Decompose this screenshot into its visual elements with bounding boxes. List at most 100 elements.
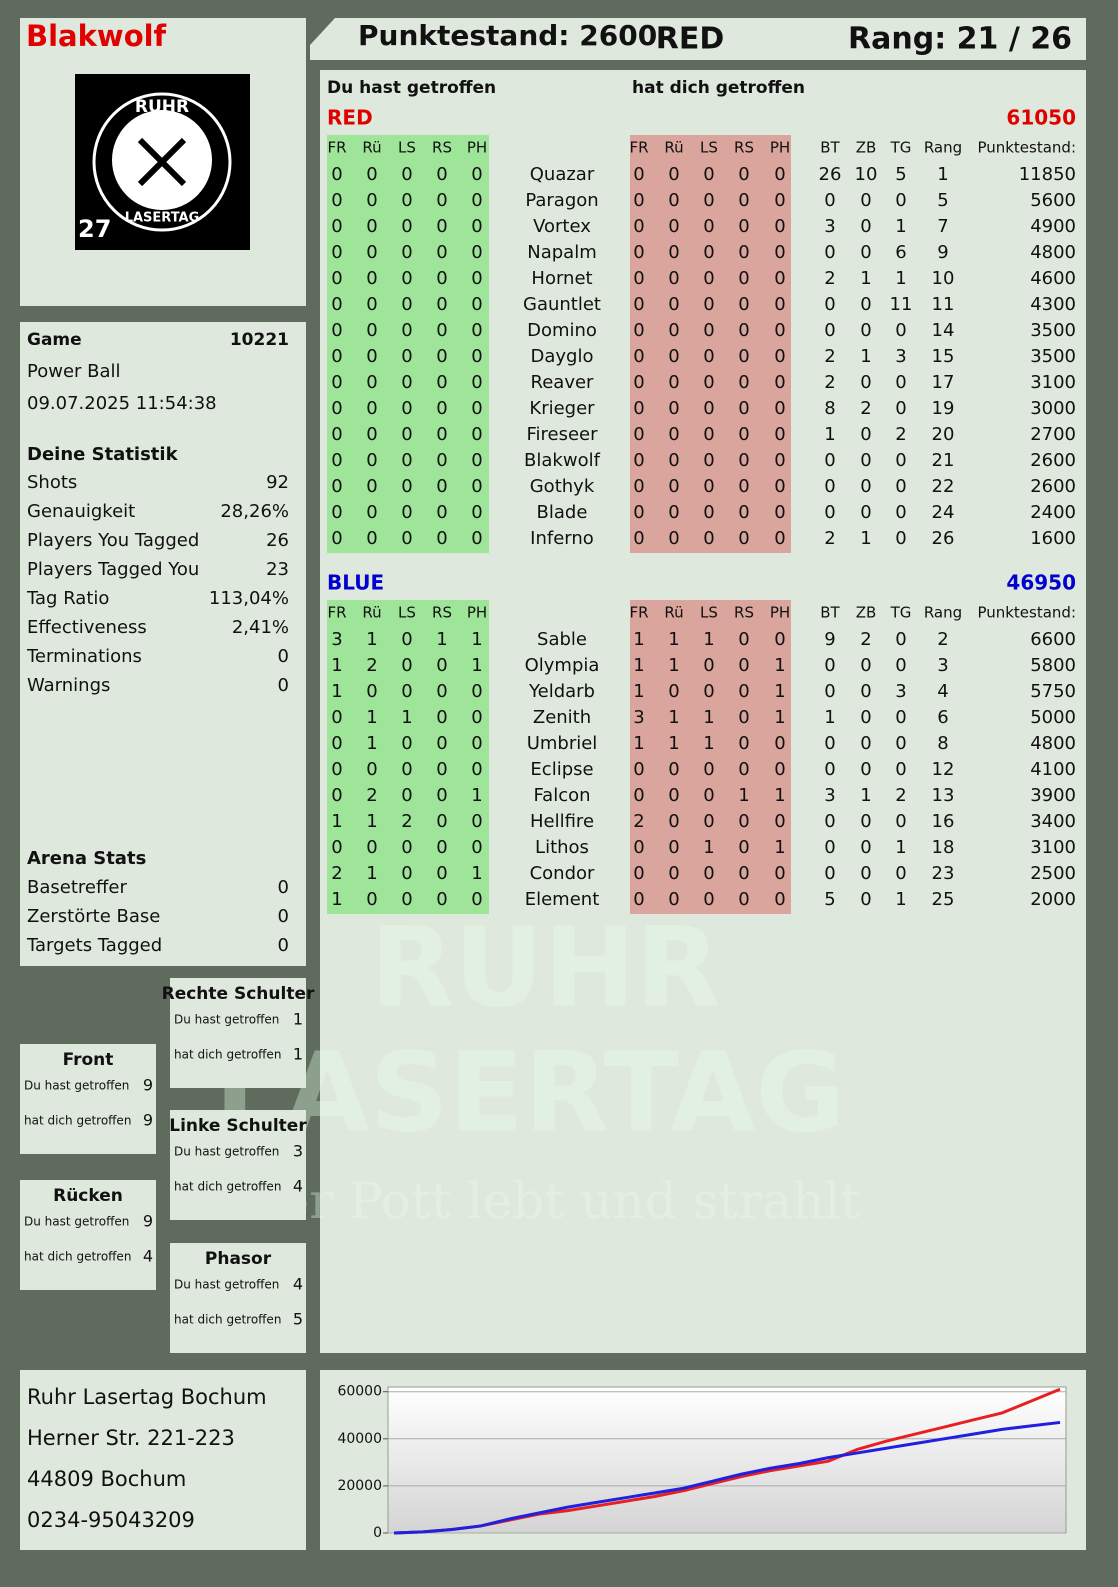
got-cell: 1 bbox=[633, 733, 644, 754]
got-cell: 0 bbox=[738, 889, 749, 910]
info-cell: 0 bbox=[895, 811, 906, 832]
hit-cell: 0 bbox=[401, 629, 412, 650]
hit-cell: 0 bbox=[331, 837, 342, 858]
hit-cell: 0 bbox=[436, 889, 447, 910]
hit-cell: 1 bbox=[366, 863, 377, 884]
info-cell: 0 bbox=[895, 629, 906, 650]
hit-cell: 0 bbox=[366, 424, 377, 445]
info-cell: 17 bbox=[932, 372, 955, 393]
got-cell: 0 bbox=[668, 268, 679, 289]
hit-cell: 0 bbox=[436, 863, 447, 884]
hit-cell: 0 bbox=[401, 216, 412, 237]
hit-cell: 0 bbox=[331, 759, 342, 780]
hit-cell: 0 bbox=[436, 476, 447, 497]
column-header: BT bbox=[820, 604, 840, 622]
stat-label: Tag Ratio bbox=[26, 588, 109, 609]
team-name: RED bbox=[327, 106, 373, 130]
stat-label: Terminations bbox=[26, 646, 142, 667]
info-cell: 0 bbox=[824, 502, 835, 523]
got-cell: 0 bbox=[703, 785, 714, 806]
hit-cell: 1 bbox=[331, 811, 342, 832]
y-tick-label: 60000 bbox=[337, 1384, 382, 1400]
stat-value: 23 bbox=[266, 559, 289, 580]
hit-cell: 0 bbox=[401, 733, 412, 754]
got-cell: 0 bbox=[703, 320, 714, 341]
info-cell: 0 bbox=[860, 863, 871, 884]
info-cell: 0 bbox=[895, 759, 906, 780]
address-line: 44809 Bochum bbox=[27, 1467, 186, 1491]
zone-box bbox=[20, 1180, 156, 1290]
player-cell: Hornet bbox=[531, 268, 592, 289]
hit-cell: 1 bbox=[366, 629, 377, 650]
got-cell: 0 bbox=[774, 398, 785, 419]
got-cell: 0 bbox=[703, 681, 714, 702]
player-cell: Falcon bbox=[533, 785, 590, 806]
game-id: 10221 bbox=[230, 330, 289, 350]
info-cell: 3500 bbox=[1030, 320, 1076, 341]
info-cell: 4900 bbox=[1030, 216, 1076, 237]
column-header: TG bbox=[890, 139, 912, 157]
hit-cell: 0 bbox=[331, 450, 342, 471]
hit-cell: 0 bbox=[401, 372, 412, 393]
got-cell: 1 bbox=[633, 681, 644, 702]
info-cell: 0 bbox=[824, 320, 835, 341]
zone-title: Rechte Schulter bbox=[162, 984, 315, 1004]
got-cell: 0 bbox=[633, 294, 644, 315]
hit-cell: 1 bbox=[436, 629, 447, 650]
got-cell: 0 bbox=[668, 190, 679, 211]
hit-cell: 0 bbox=[436, 681, 447, 702]
player-cell: Dayglo bbox=[531, 346, 594, 367]
zone-box bbox=[170, 1110, 306, 1220]
info-cell: 2 bbox=[824, 528, 835, 549]
got-cell: 0 bbox=[633, 450, 644, 471]
got-cell: 1 bbox=[774, 707, 785, 728]
info-cell: 2500 bbox=[1030, 863, 1076, 884]
column-header: RS bbox=[734, 604, 754, 622]
hit-cell: 3 bbox=[331, 629, 342, 650]
hit-cell: 0 bbox=[366, 398, 377, 419]
hit-cell: 0 bbox=[331, 190, 342, 211]
hit-cell: 0 bbox=[331, 216, 342, 237]
stats-panel bbox=[20, 322, 306, 966]
hit-column-bg bbox=[327, 600, 489, 914]
info-cell: 3100 bbox=[1030, 837, 1076, 858]
got-cell: 0 bbox=[738, 268, 749, 289]
info-cell: 2 bbox=[824, 372, 835, 393]
hit-cell: 1 bbox=[471, 655, 482, 676]
game-mode: Power Ball bbox=[27, 361, 121, 382]
hit-cell: 0 bbox=[436, 450, 447, 471]
zone-value: 1 bbox=[293, 1010, 303, 1029]
info-cell: 5 bbox=[895, 164, 906, 185]
hit-cell: 0 bbox=[436, 733, 447, 754]
hit-cell: 0 bbox=[436, 216, 447, 237]
column-header: Rang bbox=[924, 604, 962, 622]
got-cell: 0 bbox=[633, 502, 644, 523]
info-cell: 2 bbox=[860, 629, 871, 650]
hit-cell: 0 bbox=[471, 268, 482, 289]
info-cell: 0 bbox=[824, 837, 835, 858]
stat-label: Genauigkeit bbox=[27, 501, 135, 522]
info-cell: 26 bbox=[819, 164, 842, 185]
info-cell: 23 bbox=[932, 863, 955, 884]
got-cell: 1 bbox=[703, 837, 714, 858]
arena-label: Basetreffer bbox=[27, 877, 127, 898]
hit-cell: 0 bbox=[401, 294, 412, 315]
info-cell: 22 bbox=[932, 476, 955, 497]
column-header: Punktestand: bbox=[977, 139, 1076, 157]
player-cell: Gauntlet bbox=[523, 294, 601, 315]
column-header: FR bbox=[629, 139, 648, 157]
stat-label: Warnings bbox=[27, 675, 110, 696]
got-cell: 0 bbox=[738, 424, 749, 445]
hit-label: Du hast getroffen bbox=[327, 78, 496, 98]
watermark-slogan: Der Pott lebt und strahlt bbox=[240, 1172, 861, 1230]
zone-box bbox=[20, 1044, 156, 1154]
info-cell: 16 bbox=[932, 811, 955, 832]
got-cell: 1 bbox=[633, 655, 644, 676]
got-cell: 0 bbox=[774, 476, 785, 497]
zone-label: hat dich getroffen bbox=[24, 1250, 131, 1264]
got-cell: 0 bbox=[774, 294, 785, 315]
got-cell: 0 bbox=[633, 216, 644, 237]
hit-cell: 0 bbox=[471, 528, 482, 549]
info-cell: 0 bbox=[860, 216, 871, 237]
hit-cell: 0 bbox=[331, 785, 342, 806]
